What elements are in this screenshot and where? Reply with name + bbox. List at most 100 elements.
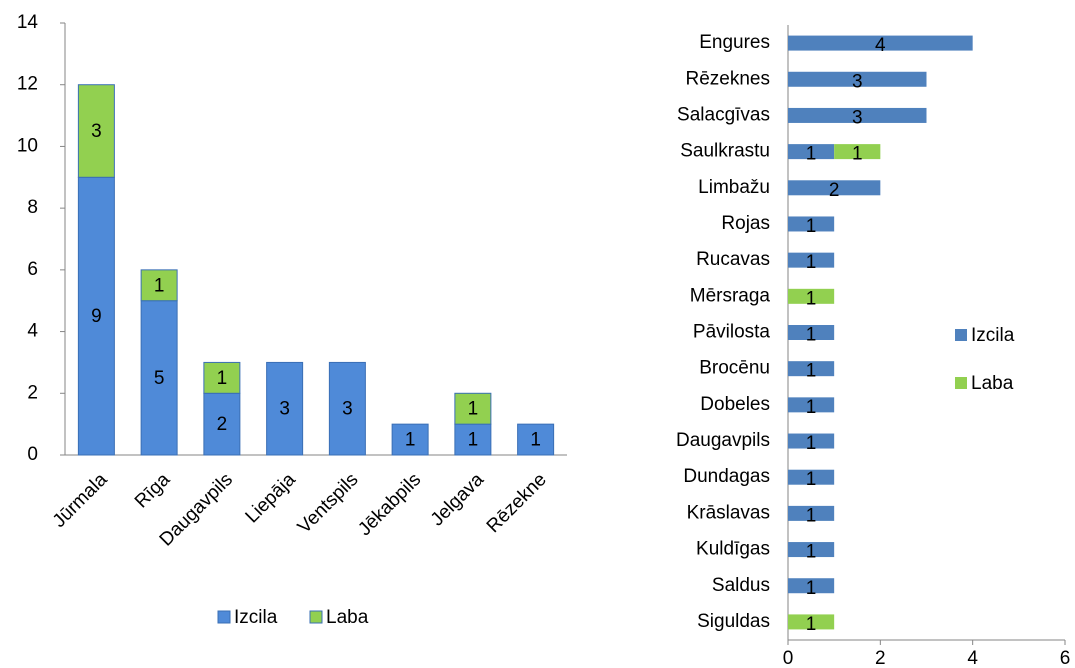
bar-segment <box>391 423 429 456</box>
data-label: 1 <box>806 288 817 309</box>
data-label: 5 <box>154 368 165 389</box>
x-tick-label: Ventspils <box>294 469 363 538</box>
y-tick-label: Salacgīvas <box>677 104 770 125</box>
y-tick-label: Rojas <box>721 213 770 234</box>
x-tick-label: Jūrmala <box>49 469 112 532</box>
x-tick-label: 0 <box>783 648 794 668</box>
bar-segment <box>788 144 835 160</box>
bar-segment <box>788 433 835 449</box>
bar-segment <box>788 325 835 340</box>
data-label: 1 <box>806 542 817 563</box>
bar-segment <box>788 107 927 123</box>
y-tick-label: Saldus <box>712 575 770 596</box>
x-tick-label: Jēkabpils <box>354 469 425 540</box>
bar-segment <box>788 542 835 558</box>
bar-segment <box>788 252 835 268</box>
bar-segment <box>788 216 835 232</box>
y-tick-label: Mērsraga <box>690 285 771 306</box>
data-label: 1 <box>806 578 817 599</box>
bar-segment <box>266 361 304 456</box>
bar-segment <box>788 505 835 521</box>
data-label: 3 <box>91 121 102 142</box>
y-tick-label: 2 <box>27 382 38 403</box>
data-label: 1 <box>405 430 416 451</box>
data-label: 1 <box>468 399 479 420</box>
y-tick-label: 4 <box>27 321 38 342</box>
bar-segment <box>203 361 241 394</box>
y-tick-label: 6 <box>27 259 38 280</box>
data-label: 4 <box>875 35 886 56</box>
x-tick-label: Rīga <box>131 469 175 513</box>
legend-label: Laba <box>326 607 369 628</box>
bar-segment <box>328 361 366 456</box>
bar-segment <box>788 614 835 630</box>
y-tick-label: Daugavpils <box>676 430 770 451</box>
bar-segment <box>788 71 927 87</box>
data-label: 3 <box>852 107 863 128</box>
data-label: 3 <box>852 71 863 92</box>
bar-segment <box>788 35 973 51</box>
data-label: 1 <box>468 430 479 451</box>
data-label: 1 <box>806 469 817 490</box>
y-tick-label: Pāvilosta <box>693 322 771 343</box>
bar-segment <box>788 180 881 196</box>
bar-segment <box>454 423 492 456</box>
data-label: 1 <box>806 361 817 382</box>
data-label: 1 <box>806 505 817 526</box>
legend-swatch <box>309 610 323 624</box>
x-tick-label: 4 <box>967 648 978 668</box>
legend-swatch <box>955 329 967 341</box>
bar-segment <box>454 392 492 425</box>
bar-segment <box>517 423 555 456</box>
data-label: 1 <box>806 325 817 346</box>
data-label: 1 <box>217 368 228 389</box>
y-tick-label: 0 <box>27 444 38 465</box>
data-label: 2 <box>217 414 228 435</box>
data-label: 1 <box>806 397 817 418</box>
y-tick-label: 12 <box>17 74 38 95</box>
data-label: 1 <box>806 144 817 165</box>
bar-segment <box>788 288 835 304</box>
bar-segment <box>77 84 115 178</box>
bar-segment <box>834 144 881 160</box>
y-tick-label: 10 <box>17 135 38 156</box>
legend-label: Izcila <box>971 325 1015 346</box>
data-label: 1 <box>154 275 165 296</box>
data-label: 1 <box>806 216 817 237</box>
bar-segment <box>788 361 835 377</box>
y-tick-label: Saulkrastu <box>680 141 770 162</box>
x-tick-label: Liepāja <box>242 469 300 527</box>
legend-label: Izcila <box>234 607 278 628</box>
data-label: 1 <box>806 614 817 635</box>
x-tick-label: Rēzekne <box>483 469 551 537</box>
y-tick-label: Rucavas <box>696 249 770 270</box>
bar-segment <box>140 269 178 302</box>
data-label: 9 <box>91 306 102 327</box>
x-tick-label: 6 <box>1060 648 1071 668</box>
bar-segment <box>203 392 241 456</box>
legend-label: Laba <box>971 373 1014 394</box>
data-label: 3 <box>279 399 290 420</box>
y-tick-label: Limbažu <box>698 177 770 198</box>
y-tick-label: Engures <box>699 32 770 53</box>
bar-segment <box>788 578 835 594</box>
bar-segment <box>788 469 835 485</box>
bar-segment <box>140 300 178 456</box>
y-tick-label: 14 <box>17 12 39 33</box>
legend-swatch <box>217 610 231 624</box>
data-label: 2 <box>829 180 840 201</box>
y-tick-label: Dundagas <box>683 466 770 487</box>
bar-segment <box>788 397 835 413</box>
y-tick-label: Dobeles <box>700 394 770 415</box>
y-tick-label: Rēzeknes <box>686 68 771 89</box>
y-tick-label: Siguldas <box>697 611 770 632</box>
data-label: 1 <box>852 144 863 165</box>
x-tick-label: 2 <box>875 648 886 668</box>
legend-swatch <box>955 377 967 389</box>
y-tick-label: Brocēnu <box>699 358 770 379</box>
data-label: 1 <box>530 430 541 451</box>
y-tick-label: Kuldīgas <box>696 539 770 560</box>
x-tick-label: Jelgava <box>427 469 488 530</box>
y-tick-label: 8 <box>27 197 38 218</box>
